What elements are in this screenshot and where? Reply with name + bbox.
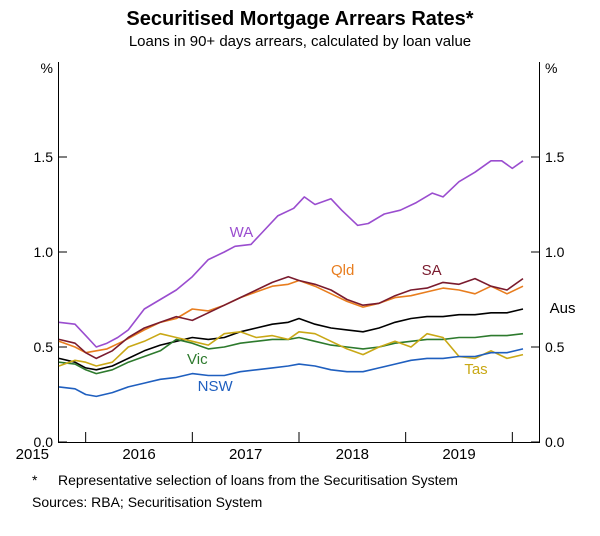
chart-footnote: *Representative selection of loans from … bbox=[32, 472, 458, 488]
series-label-wa: WA bbox=[230, 224, 254, 241]
chart-title: Securitised Mortgage Arrears Rates* bbox=[0, 0, 600, 31]
series-label-vic: Vic bbox=[187, 351, 208, 368]
y-tick-label-right: 0.0 bbox=[539, 434, 564, 450]
x-tick-label: 2015 bbox=[16, 442, 49, 463]
chart-subtitle: Loans in 90+ days arrears, calculated by… bbox=[0, 33, 600, 50]
series-label-nsw: NSW bbox=[198, 378, 233, 395]
plot-area: % % 0.00.00.50.51.01.01.51.5201520162017… bbox=[58, 62, 540, 443]
x-tick-label: 2018 bbox=[336, 442, 369, 463]
series-label-aus: Aus bbox=[550, 300, 576, 317]
x-tick-label: 2017 bbox=[229, 442, 262, 463]
y-tick-label-right: 0.5 bbox=[539, 339, 564, 355]
chart-svg bbox=[59, 62, 539, 442]
y-tick-label-left: 1.5 bbox=[34, 149, 59, 165]
x-tick-label: 2019 bbox=[442, 442, 475, 463]
chart-container: Securitised Mortgage Arrears Rates* Loan… bbox=[0, 0, 600, 536]
y-unit-left: % bbox=[41, 60, 59, 76]
y-tick-label-right: 1.0 bbox=[539, 244, 564, 260]
series-label-sa: SA bbox=[422, 262, 442, 279]
series-qld bbox=[59, 281, 523, 353]
y-tick-label-left: 0.5 bbox=[34, 339, 59, 355]
series-label-qld: Qld bbox=[331, 262, 354, 279]
y-tick-label-left: 1.0 bbox=[34, 244, 59, 260]
series-wa bbox=[59, 161, 523, 347]
x-tick-label: 2016 bbox=[122, 442, 155, 463]
series-label-tas: Tas bbox=[464, 361, 487, 378]
footnote-text: Representative selection of loans from t… bbox=[58, 472, 458, 488]
y-unit-right: % bbox=[539, 60, 557, 76]
y-tick-label-right: 1.5 bbox=[539, 149, 564, 165]
chart-sources: Sources: RBA; Securitisation System bbox=[32, 494, 262, 510]
series-nsw bbox=[59, 349, 523, 397]
series-vic bbox=[59, 334, 523, 374]
